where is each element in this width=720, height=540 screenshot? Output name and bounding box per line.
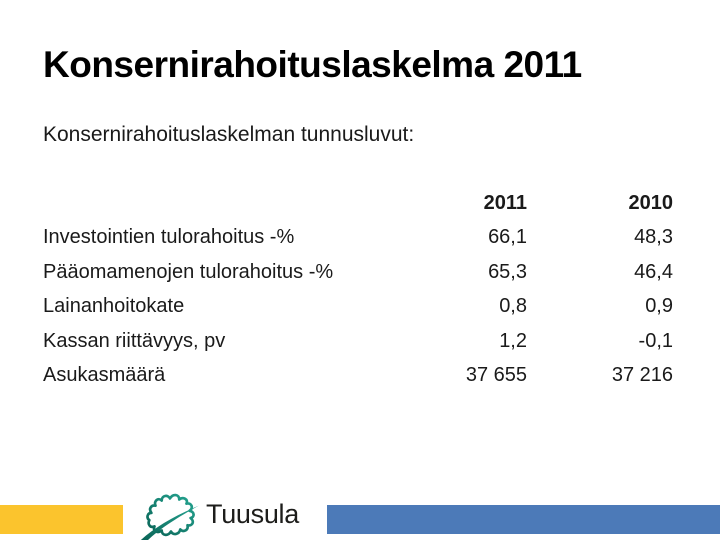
table-row: Kassan riittävyys, pv 1,2 -0,1 [43, 324, 673, 358]
row-label: Investointien tulorahoitus -% [43, 226, 295, 249]
tuusula-logo: Tuusula [139, 491, 299, 540]
tuusula-leaf-icon [139, 491, 203, 540]
table-row: Lainanhoitokate 0,8 0,9 [43, 289, 673, 323]
table-row: Investointien tulorahoitus -% 66,1 48,3 [43, 220, 673, 254]
table-header-row: 2011 2010 [43, 186, 673, 220]
value-2011: 65,3 [488, 260, 527, 283]
row-label: Pääomamenojen tulorahoitus -% [43, 260, 334, 283]
value-2011: 66,1 [488, 226, 527, 249]
row-label: Asukasmäärä [43, 364, 166, 387]
footer-yellow-bar [0, 505, 123, 534]
column-header-2011: 2011 [483, 192, 527, 214]
value-2010: -0,1 [638, 329, 673, 352]
value-2011: 0,8 [499, 295, 527, 318]
table-row: Pääomamenojen tulorahoitus -% 65,3 46,4 [43, 255, 673, 289]
slide-subtitle: Konsernirahoituslaskelman tunnusluvut: [43, 123, 415, 146]
row-label: Kassan riittävyys, pv [43, 329, 226, 352]
value-2010: 37 216 [611, 364, 673, 387]
column-header-2010: 2010 [628, 192, 674, 214]
value-2011: 37 655 [465, 364, 527, 387]
metrics-table: 2011 2010 Investointien tulorahoitus -% … [43, 186, 673, 392]
value-2011: 1,2 [499, 329, 527, 352]
value-2010: 0,9 [645, 295, 673, 318]
value-2010: 46,4 [634, 260, 673, 283]
header-spacer [43, 186, 403, 220]
table-row: Asukasmäärä 37 655 37 216 [43, 358, 673, 392]
value-2010: 48,3 [634, 226, 673, 249]
page-title: Konsernirahoituslaskelma 2011 [43, 44, 582, 85]
row-label: Lainanhoitokate [43, 295, 185, 318]
tuusula-logo-text: Tuusula [206, 499, 299, 529]
footer-blue-bar [327, 505, 720, 534]
